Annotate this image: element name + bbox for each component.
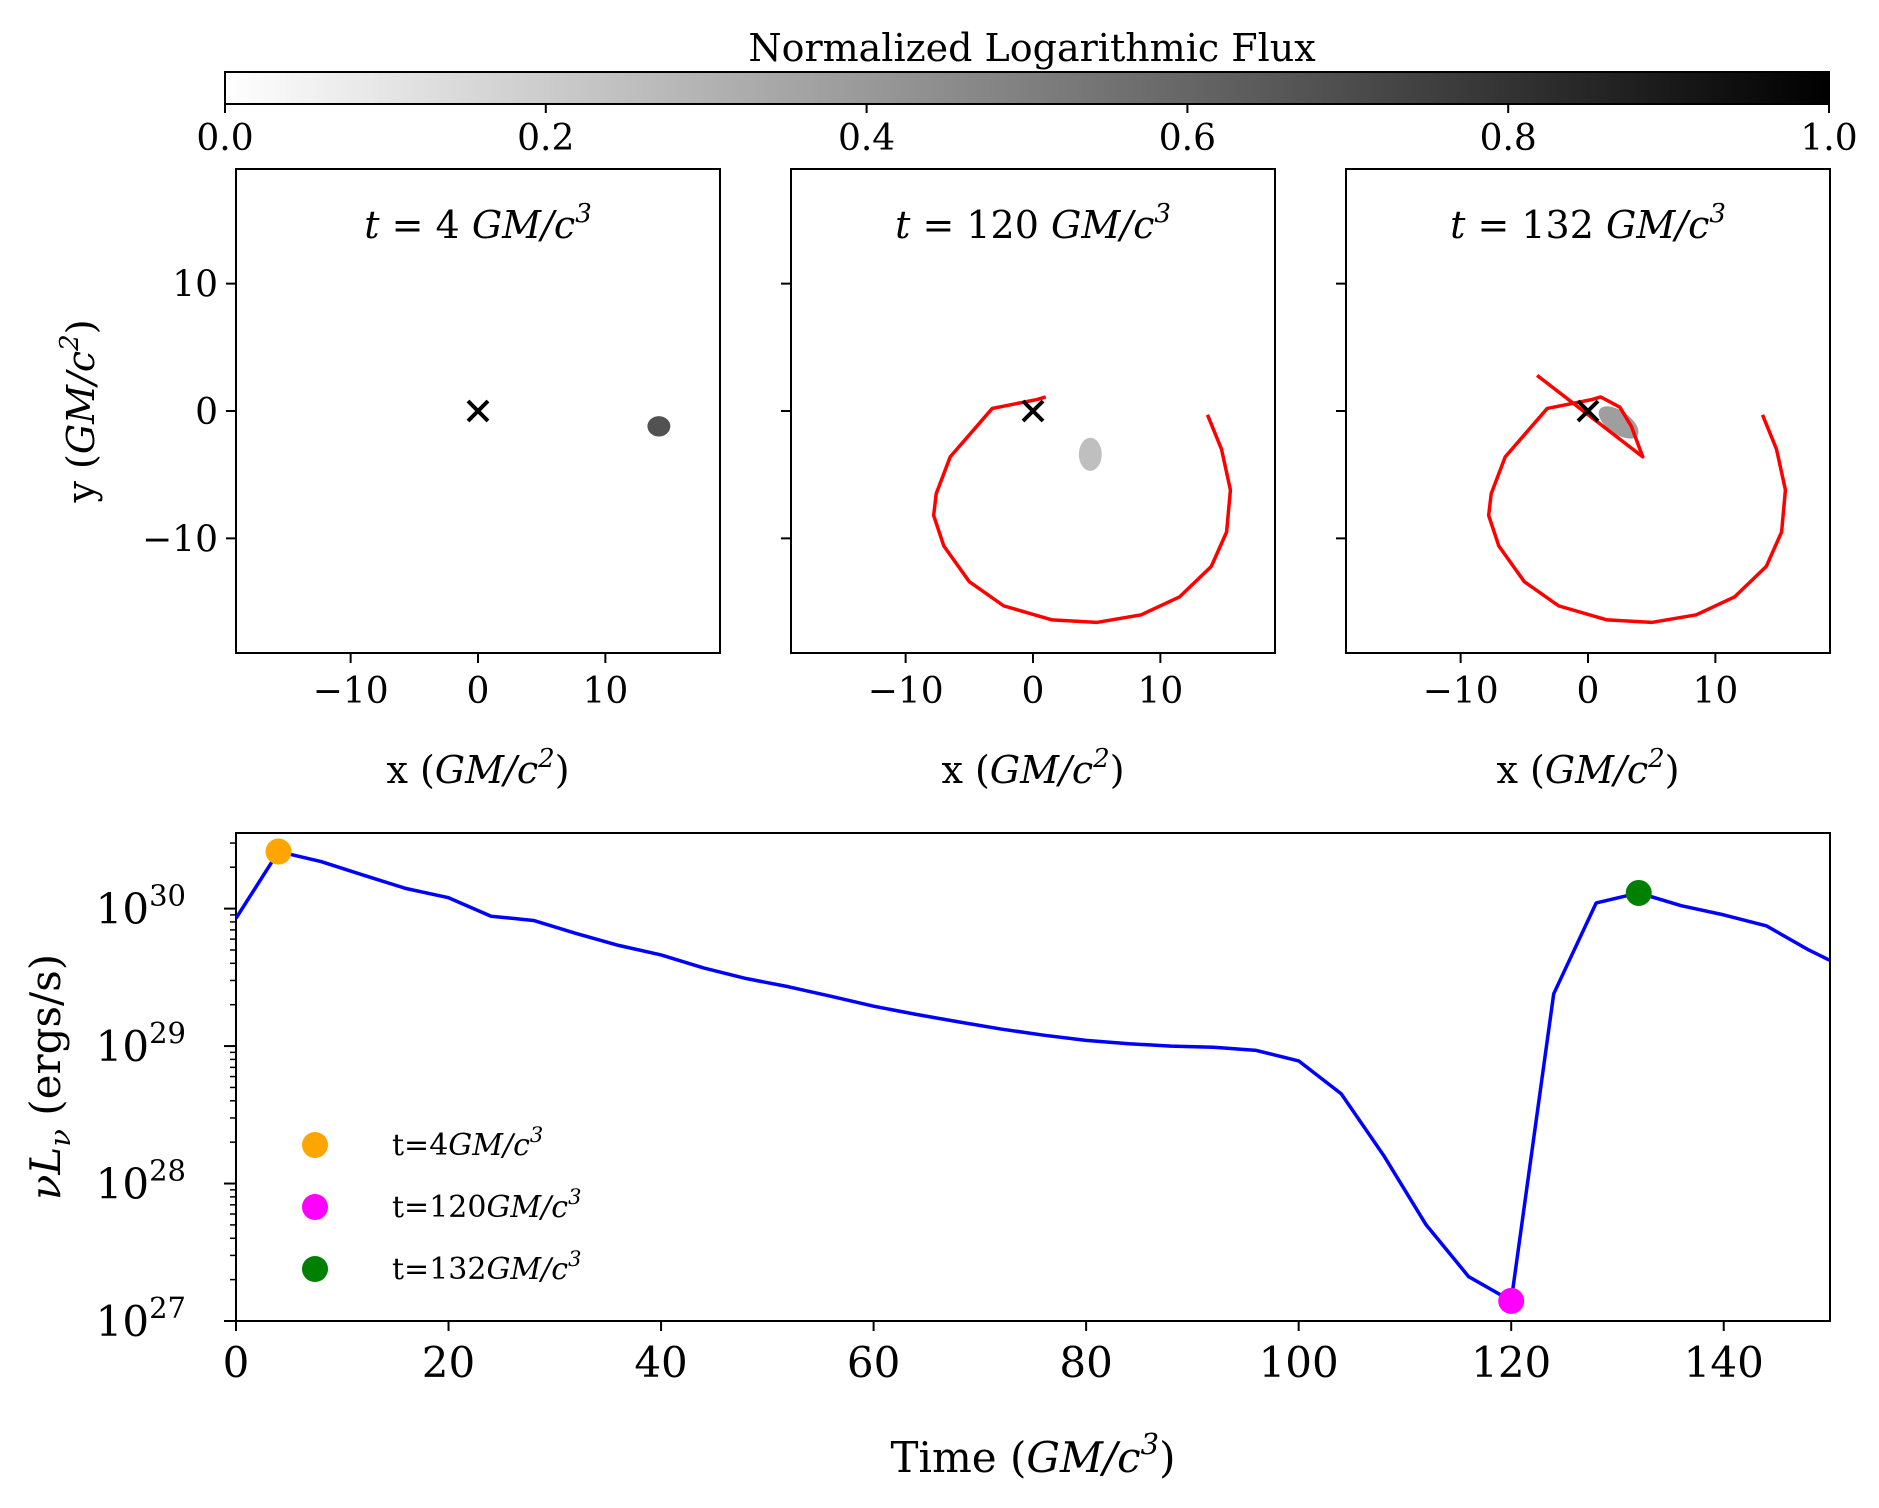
colorbar-tick-label-5: 1.0 — [1800, 118, 1857, 159]
center-marker-stroke-b — [1021, 399, 1045, 423]
panel-t4-yticks: 10 0 −10 — [142, 265, 236, 560]
light-curve-xticks: 0 20 40 60 80 100 120 140 — [223, 1321, 1764, 1387]
panel-t120-hotspot — [1078, 437, 1102, 471]
colorbar-tick-label-3: 0.6 — [1159, 118, 1216, 159]
panel-t132-xticks: −10 0 10 — [1423, 653, 1738, 712]
y-tick-label-2: −10 — [142, 519, 218, 560]
colorbar-tick-label-2: 0.4 — [838, 118, 895, 159]
panel-t4-title: t = 4 GM/c3 — [364, 199, 591, 247]
lc-x-tick-label-5: 100 — [1259, 1338, 1339, 1387]
colorbar-ticks: 0.0 0.2 0.4 0.6 0.8 1.0 — [196, 104, 1858, 159]
center-marker-stroke-b — [1576, 399, 1600, 423]
lc-x-tick-label-1: 20 — [422, 1338, 475, 1387]
colorbar-tick-label-1: 0.2 — [517, 118, 574, 159]
y-tick-label-1: 0 — [195, 392, 218, 433]
light-curve-ylabel: νLν (ergs/s) — [21, 954, 77, 1200]
light-curve-marker-120 — [1498, 1287, 1525, 1314]
x-tick-label-1: 0 — [467, 671, 490, 712]
x-tick-label-0: −10 — [313, 671, 389, 712]
panel-t132-center-marker — [1576, 399, 1600, 423]
panel-t120-orbit — [931, 395, 1233, 625]
legend-marker-4 — [302, 1132, 328, 1158]
light-curve-panel: 0 20 40 60 80 100 120 140 1027 1028 1029 1030 t=4G… — [21, 832, 1831, 1482]
panel-t132-hotspot — [1598, 406, 1639, 439]
x-tick-label-2: 10 — [1137, 671, 1183, 712]
light-curve-xlabel: Time (GM/c3) — [891, 1427, 1176, 1482]
panel-t4-xlabel: x (GM/c2) — [386, 744, 569, 792]
light-curve-marker-4 — [265, 838, 292, 865]
light-curve-marker-132 — [1625, 879, 1652, 906]
panel-t4-xticks: −10 0 10 — [313, 653, 628, 712]
panel-t120-ytickmarks — [781, 282, 791, 540]
legend-label-132: t=132GM/c3 — [392, 1247, 581, 1287]
lc-x-tick-label-2: 40 — [634, 1338, 687, 1387]
panel-t132-title: t = 132 GM/c3 — [1450, 199, 1726, 247]
x-tick-label-2: 10 — [1692, 671, 1738, 712]
panel-t120-center-marker — [1021, 399, 1045, 423]
legend-label-4: t=4GM/c3 — [392, 1123, 543, 1163]
light-curve-yticks: 1027 1028 1029 1030 — [96, 842, 236, 1346]
colorbar-tick-label-0: 0.0 — [196, 118, 253, 159]
legend-marker-120 — [302, 1194, 328, 1220]
panel-t132: t = 132 GM/c3 −10 0 10 x (GM/c2) — [1336, 168, 1831, 792]
lc-x-tick-label-4: 80 — [1059, 1338, 1112, 1387]
y-tick-label-0: 10 — [172, 265, 218, 306]
legend-label-120: t=120GM/c3 — [392, 1185, 581, 1225]
panel-t132-xlabel: x (GM/c2) — [1496, 744, 1679, 792]
panel-t120-xlabel: x (GM/c2) — [941, 744, 1124, 792]
colorbar-gradient — [224, 71, 1830, 105]
panel-t4-ylabel: y (GM/c2) — [55, 319, 103, 503]
panel-t132-ytickmarks — [1336, 282, 1346, 540]
legend-marker-132 — [302, 1256, 328, 1282]
panel-120-orbit-path — [931, 395, 1233, 625]
panel-t120-xticks: −10 0 10 — [868, 653, 1183, 712]
x-tick-label-1: 0 — [1577, 671, 1600, 712]
x-tick-label-2: 10 — [582, 671, 628, 712]
lc-x-tick-label-3: 60 — [847, 1338, 900, 1387]
panel-t4-center-marker — [466, 399, 490, 423]
lc-y-tick-label-3: 1030 — [96, 879, 186, 934]
panel-t132-orbit — [1486, 373, 1788, 625]
panel-t4-hotspot — [647, 416, 671, 437]
panel-t120: t = 120 GM/c3 −10 0 10 x (GM/c2) — [781, 168, 1276, 792]
lc-y-tick-label-2: 1029 — [96, 1016, 186, 1071]
panel-t120-title: t = 120 GM/c3 — [895, 199, 1171, 247]
colorbar-title: Normalized Logarithmic Flux — [748, 26, 1315, 70]
x-tick-label-0: −10 — [868, 671, 944, 712]
lc-y-tick-label-1: 1028 — [96, 1154, 186, 1209]
light-curve-frame — [235, 832, 1831, 1322]
x-tick-label-0: −10 — [1423, 671, 1499, 712]
light-curve-markers — [265, 838, 1652, 1314]
colorbar-tick-label-4: 0.8 — [1480, 118, 1537, 159]
center-marker-stroke-b — [466, 399, 490, 423]
lc-x-tick-label-7: 140 — [1684, 1338, 1764, 1387]
light-curve-line — [236, 849, 1830, 1303]
lc-y-tick-label-0: 1027 — [96, 1291, 186, 1346]
light-curve-legend: t=4GM/c3 t=120GM/c3 t=132GM/c3 — [302, 1123, 581, 1287]
colorbar: Normalized Logarithmic Flux 0.0 0.2 0.4 0.6… — [196, 26, 1857, 159]
panel-132-orbit-path — [1486, 373, 1788, 625]
lc-x-tick-label-6: 120 — [1471, 1338, 1551, 1387]
panel-t4: t = 4 GM/c3 −10 0 10 10 0 −10 x (GM/c2) y (G… — [55, 168, 721, 792]
lc-x-tick-label-0: 0 — [223, 1338, 250, 1387]
x-tick-label-1: 0 — [1022, 671, 1045, 712]
